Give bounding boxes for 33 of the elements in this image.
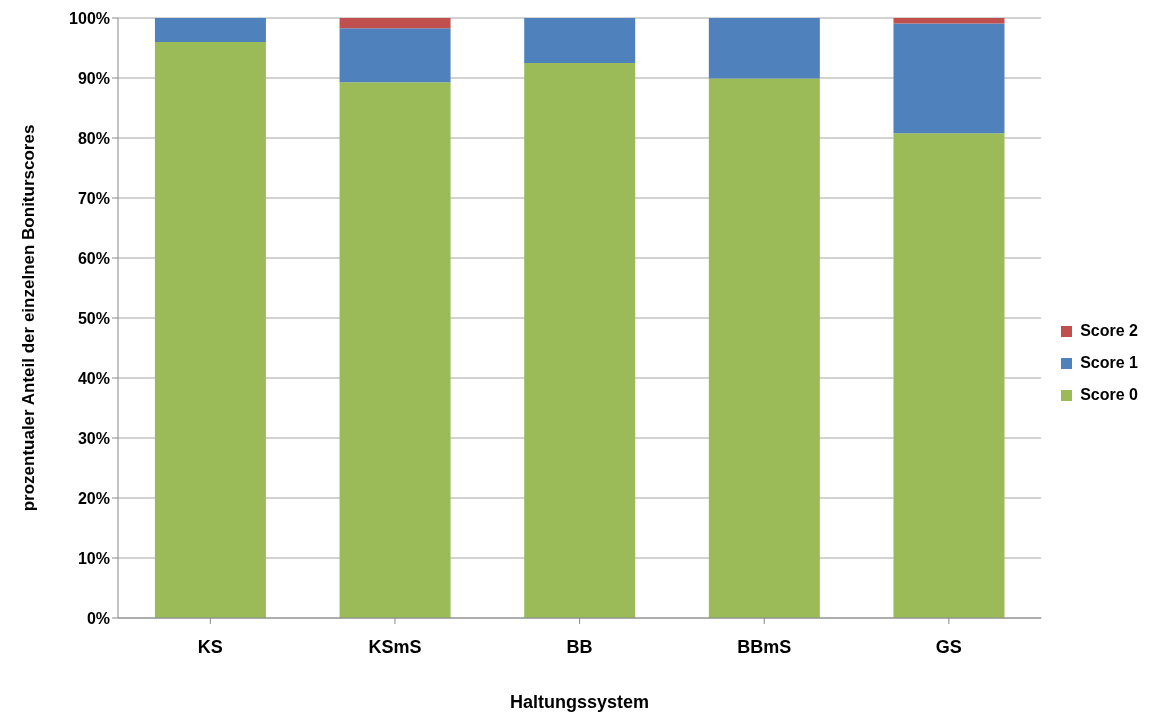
bar xyxy=(339,18,451,29)
bar xyxy=(339,82,451,618)
x-axis-title: Haltungssystem xyxy=(510,692,650,712)
x-tick-label: KS xyxy=(197,636,223,657)
x-tick-label: GS xyxy=(935,636,962,657)
bar xyxy=(708,18,820,79)
y-tick-label: 60% xyxy=(77,249,110,267)
y-axis-title: prozentualer Anteil der einzelnen Boniturscores xyxy=(19,124,39,512)
legend-label: Score 0 xyxy=(1080,386,1138,404)
bar xyxy=(708,78,820,618)
y-tick-label: 90% xyxy=(77,69,110,87)
x-tick-label: KSmS xyxy=(368,636,422,657)
y-tick-label: 0% xyxy=(86,609,110,627)
y-tick-label: 50% xyxy=(77,309,110,327)
y-tick-label: 80% xyxy=(77,129,110,147)
legend-label: Score 2 xyxy=(1080,322,1138,340)
x-tick-label: BBmS xyxy=(737,636,792,657)
bar xyxy=(154,42,266,618)
bar xyxy=(339,28,451,83)
y-tick-label: 20% xyxy=(77,489,110,507)
x-tick-label: BB xyxy=(566,636,593,657)
bar xyxy=(893,133,1005,618)
y-tick-label: 70% xyxy=(77,189,110,207)
y-tick-label: 100% xyxy=(69,9,110,27)
y-tick-label: 10% xyxy=(77,549,110,567)
bar xyxy=(524,63,636,618)
legend-label: Score 1 xyxy=(1080,354,1138,372)
bar xyxy=(893,18,1005,24)
bar xyxy=(524,18,636,63)
bar xyxy=(893,23,1005,134)
y-tick-label: 40% xyxy=(77,369,110,387)
y-tick-label: 30% xyxy=(77,429,110,447)
bar xyxy=(154,18,266,42)
